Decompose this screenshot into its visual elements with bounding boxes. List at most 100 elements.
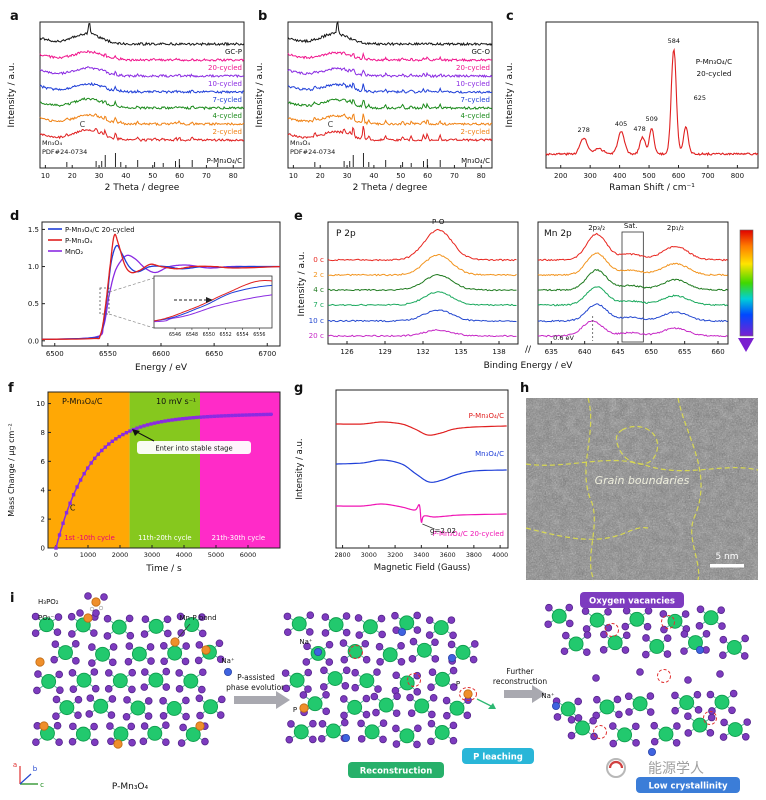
data-marker: [159, 420, 164, 424]
oxygen-atom: [427, 683, 435, 691]
x-tick-label: 6000: [240, 551, 257, 559]
grain-boundary-outline: [615, 425, 659, 465]
hydrogen-atom: [98, 605, 104, 611]
oxygen-atom: [581, 607, 590, 615]
oxygen-atom: [285, 735, 294, 744]
oxygen-atom: [636, 668, 644, 676]
oxygen-atom: [574, 714, 583, 722]
oxygen-atom: [52, 712, 60, 720]
data-marker: [103, 445, 107, 449]
manganese-atom: [575, 720, 590, 736]
oxygen-atom: [76, 609, 84, 617]
badge: [636, 777, 740, 793]
peak-label: 625: [694, 94, 706, 102]
oxygen-atom: [107, 711, 116, 719]
manganese-atom: [131, 646, 147, 662]
oxygen-atom: [163, 615, 172, 624]
phosphorus-atom: [39, 721, 49, 731]
peak-label: 478: [633, 125, 645, 133]
po-peak-label: P-O: [432, 218, 445, 226]
oxygen-atom: [107, 737, 115, 746]
oxygen-atom: [621, 622, 630, 631]
data-marker: [244, 413, 248, 417]
peak-label: 405: [615, 120, 627, 128]
oxygen-atom: [320, 666, 328, 675]
plot-frame: [287, 21, 493, 169]
p-atom-label: P: [293, 706, 297, 714]
y-tick-label: 0.0: [28, 337, 39, 345]
oxygen-atom: [397, 657, 406, 666]
data-marker: [166, 418, 171, 423]
right-plot-frame: [537, 221, 729, 345]
oxygen-atom: [609, 739, 618, 748]
oxygen-atom: [694, 706, 703, 714]
oxygen-atom: [198, 685, 206, 694]
oxygen-atom: [447, 640, 456, 649]
manganese-atom: [455, 644, 471, 660]
vacancy-marker: [349, 645, 363, 659]
manganese-atom: [328, 617, 344, 633]
panel-tag: a: [10, 9, 19, 24]
oxygen-atom: [88, 643, 96, 651]
oxygen-atom: [642, 634, 650, 642]
oxygen-atom: [362, 655, 371, 664]
x-tick-label: 700: [701, 172, 714, 180]
badge: [580, 592, 684, 608]
manganese-atom: [382, 647, 398, 663]
xrd-curve: [39, 128, 245, 142]
oxygen-atom: [622, 606, 631, 615]
carbon-peak-label: C: [328, 120, 334, 129]
phosphorus-atom: [299, 703, 309, 713]
x-tick-label: 660: [711, 348, 724, 356]
region-label: 1st -10th cycle: [64, 534, 115, 542]
badge: [462, 748, 534, 764]
oxygen-atom: [447, 616, 456, 624]
oxygen-atom: [355, 631, 364, 639]
oxygen-atom: [195, 641, 204, 649]
manganese-atom: [325, 723, 341, 739]
oxygen-atom: [449, 683, 458, 691]
oxygen-atom: [159, 697, 167, 705]
x-tick-label: 600: [672, 172, 685, 180]
xrd-curve: [39, 23, 245, 47]
sat-band: [621, 231, 644, 343]
oxygen-atom: [407, 709, 416, 717]
oxygen-atom: [741, 634, 749, 643]
data-marker: [142, 424, 146, 428]
manganese-atom: [364, 724, 380, 740]
oxygen-atom: [377, 614, 386, 623]
manganese-atom: [347, 643, 363, 659]
panel-b-xrd-chart: b 10 20 30 40 50 60 70 80 2 Theta / degree Intensi…: [255, 9, 493, 193]
curve-label: 2-cycled: [212, 128, 242, 136]
oxygen-atom: [720, 718, 728, 727]
oxygen-atom: [706, 729, 715, 737]
data-marker: [57, 533, 62, 537]
oxygen-atom: [195, 694, 204, 703]
phosphorus-atom: [463, 689, 473, 699]
inset-tick-label: 6556: [253, 332, 265, 338]
x-tick-label: 135: [454, 348, 467, 356]
inset-curves: [154, 280, 272, 323]
oxygen-atom: [471, 640, 479, 648]
oxygen-atom: [31, 612, 40, 621]
oxygen-atom: [309, 735, 317, 744]
oxygen-atom: [50, 655, 58, 664]
x-tick-label: 138: [492, 348, 505, 356]
manganese-atom: [378, 697, 394, 713]
xrd-curve: [287, 51, 492, 62]
oxygen-atom: [68, 630, 76, 638]
x-tick-label: 5000: [208, 551, 225, 559]
oxygen-atom: [128, 685, 136, 694]
data-marker: [173, 417, 178, 422]
manganese-atom: [617, 727, 633, 743]
oxygen-atom: [406, 693, 414, 702]
p-atom-label: P: [456, 680, 460, 688]
x-tick-label: 20: [68, 172, 77, 180]
panel-tag: f: [8, 381, 14, 396]
manganese-atom: [183, 673, 199, 689]
oxygen-atom: [681, 610, 690, 618]
oxygen-atom: [340, 711, 348, 720]
oxygen-atom: [69, 722, 77, 731]
oxygen-atom: [88, 659, 96, 667]
vacancy-marker: [605, 623, 619, 637]
